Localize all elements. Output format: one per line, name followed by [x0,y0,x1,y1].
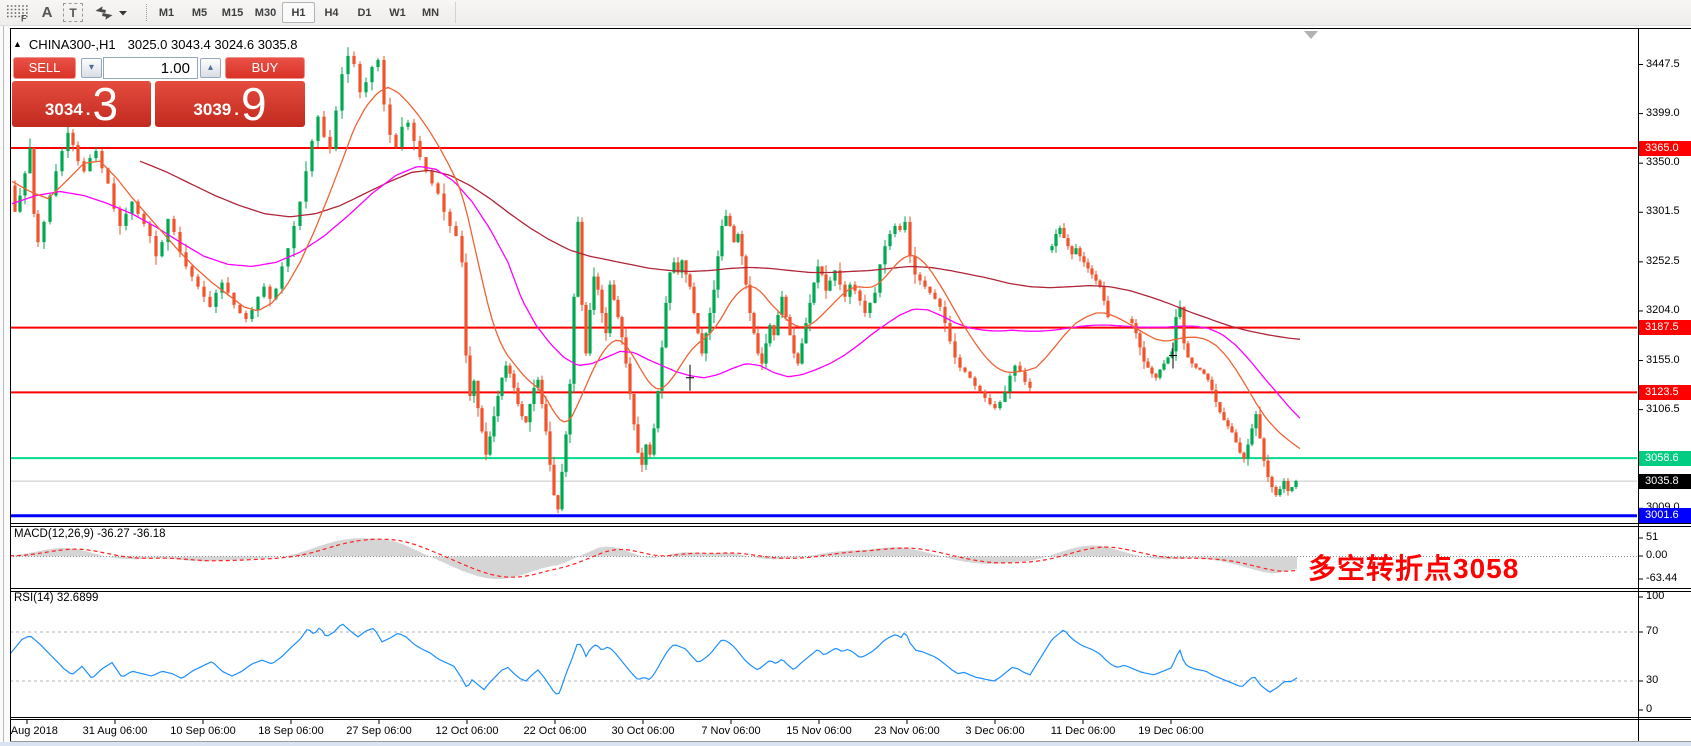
price-badge: 3187.5 [1639,320,1691,336]
buy-button[interactable]: BUY [225,57,305,79]
timeframe-M30[interactable]: M30 [254,7,277,19]
svg-text:F: F [21,13,27,22]
date-label: 23 Nov 06:00 [874,725,940,737]
volume-increase-button[interactable]: ▴ [200,58,221,78]
sell-price-button[interactable]: 3034. 3 [12,81,151,127]
macd-indicator-label: MACD(12,26,9) -36.27 -36.18 [14,528,166,540]
ohlc-values: 3025.0 3043.4 3024.6 3035.8 [127,37,298,52]
buy-price-pips: 9 [240,78,267,130]
cycle-arrows-icon[interactable] [93,3,115,22]
macd-axis-label: -63.44 [1646,572,1678,584]
timeframe-M15[interactable]: M15 [221,7,244,19]
timeframe-MN[interactable]: MN [421,7,440,19]
date-label: 31 Aug 06:00 [82,725,148,737]
timeframe-W1[interactable]: W1 [389,7,406,19]
top-toolbar: F A T M1 M5 M15 M30 H1 H4 D1 W1 MN [0,0,1691,26]
date-label: 11 Dec 06:00 [1050,725,1116,737]
price-tick-label: 3399.0 [1646,106,1680,119]
buy-price-button[interactable]: 3039. 9 [155,81,305,127]
date-label: 12 Oct 06:00 [435,725,499,737]
date-label: 19 Dec 06:00 [1138,725,1204,737]
price-tick-label: 3252.5 [1646,254,1680,267]
main-plot-area[interactable] [10,47,1638,518]
price-tick-label: 3350.0 [1646,156,1680,169]
text-box-icon[interactable]: T [63,3,83,22]
text-label-icon[interactable]: A [41,4,53,21]
timeframe-H1[interactable]: H1 [282,2,315,23]
price-tick-label: 3301.5 [1646,205,1680,218]
date-label: 3 Dec 06:00 [965,725,1025,737]
macd-axis-label: 51 [1646,531,1659,543]
price-badge: 3035.8 [1639,473,1691,489]
timeframe-D1[interactable]: D1 [357,7,372,19]
buy-price-main: 3039 [193,100,232,119]
toolbar-divider [455,2,456,23]
price-badge: 3001.6 [1639,508,1691,524]
volume-decrease-button[interactable]: ▾ [81,58,102,78]
price-tick-label: 3204.0 [1646,303,1680,316]
profiles-grid-icon[interactable]: F [5,3,31,22]
price-tick-label: 3106.5 [1646,402,1680,415]
price-tick-label: 3447.5 [1646,57,1680,70]
symbol-title: CHINA300-,H1 [28,37,116,52]
chart-shift-marker[interactable] [1304,31,1318,39]
rsi-axis-label: 0 [1646,703,1653,715]
one-click-trade-panel: SELL ▾ ▴ BUY 3034.3 3039.9 [12,55,305,127]
chinese-annotation: 多空转折点3058 [1308,553,1520,584]
date-label: 22 Oct 06:00 [523,725,587,737]
date-label: 30 Oct 06:00 [611,725,675,737]
date-label: 15 Nov 06:00 [786,725,852,737]
date-label: 10 Sep 06:00 [170,725,236,737]
macd-plot-area[interactable] [10,538,1638,580]
macd-axis-label: 0.00 [1646,549,1668,561]
toolbar-grip [146,4,147,21]
sell-price-pips: 3 [92,78,119,130]
timeframe-M1[interactable]: M1 [158,7,175,19]
rsi-axis-label: 70 [1646,625,1659,637]
rsi-axis-label: 30 [1646,674,1659,686]
chart-header: ▲ CHINA300-,H1 3025.0 3043.4 3024.6 3035.8 [13,37,298,52]
timeframe-M5[interactable]: M5 [191,7,208,19]
sell-button[interactable]: SELL [13,57,76,79]
rsi-indicator-label: RSI(14) 32.6899 [14,592,99,604]
date-label: 27 Sep 06:00 [346,725,412,737]
rsi-plot-area[interactable] [10,623,1638,695]
date-label: 7 Nov 06:00 [701,725,761,737]
date-label: 23 Aug 2018 [0,725,58,737]
collapse-triangle-icon[interactable]: ▲ [13,39,22,49]
window-left-rail [0,25,10,742]
price-badge: 3058.6 [1639,450,1691,466]
date-label: 18 Sep 06:00 [258,725,324,737]
price-badge: 3123.5 [1639,384,1691,400]
price-badge: 3365.0 [1639,140,1691,156]
rsi-axis-label: 100 [1646,590,1665,602]
timeframe-H4[interactable]: H4 [324,7,339,19]
price-tick-label: 3155.0 [1646,353,1680,366]
dropdown-caret-icon[interactable] [117,3,129,22]
volume-input[interactable] [103,57,198,79]
sell-price-main: 3034 [44,100,83,119]
window-bottom-strip [0,742,1691,746]
